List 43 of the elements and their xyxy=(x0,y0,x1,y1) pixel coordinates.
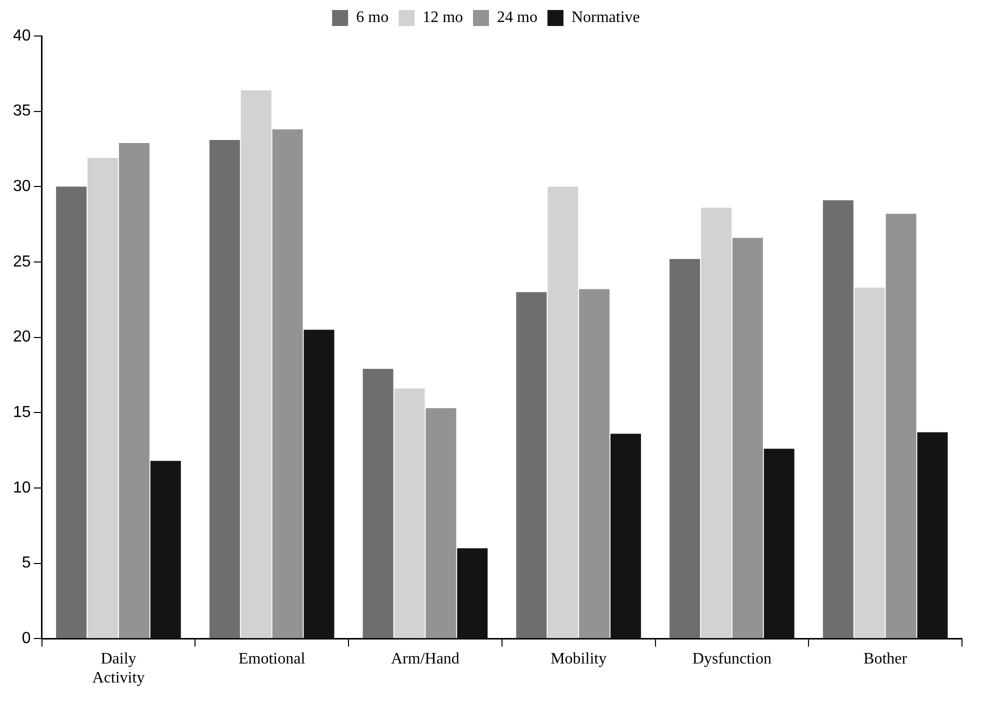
y-tick-label: 25 xyxy=(13,253,31,270)
legend-label: 12 mo xyxy=(422,9,464,26)
y-tick-label: 20 xyxy=(13,328,31,346)
bar xyxy=(362,368,394,638)
x-tick-label: Arm/Hand xyxy=(390,650,460,668)
y-tick-label: 5 xyxy=(22,554,31,572)
bar xyxy=(700,208,732,638)
bar xyxy=(240,90,272,638)
bar xyxy=(579,289,610,638)
y-tick-label: 15 xyxy=(13,404,31,422)
legend-label: 24 mo xyxy=(497,9,538,26)
bar xyxy=(886,214,916,638)
bar xyxy=(822,200,854,638)
bar xyxy=(610,434,641,638)
bar xyxy=(732,238,763,638)
bar xyxy=(88,158,118,638)
bar xyxy=(304,330,334,638)
bar xyxy=(854,288,885,638)
bar xyxy=(516,292,547,638)
bar xyxy=(670,258,700,638)
bar xyxy=(764,448,794,638)
legend-label: 6 mo xyxy=(356,9,389,26)
bar xyxy=(917,432,948,638)
legend-label: Normative xyxy=(571,9,640,26)
x-tick-label: Daily Activity xyxy=(92,650,145,687)
y-tick-label: 35 xyxy=(13,102,31,120)
bar xyxy=(272,129,303,638)
x-tick-label: Dysfunction xyxy=(692,650,772,668)
x-tick-label: Mobility xyxy=(550,650,607,668)
bar xyxy=(209,140,240,638)
x-tick-label: Emotional xyxy=(238,650,306,668)
bar xyxy=(56,186,87,638)
bar xyxy=(457,548,488,638)
y-tick-label: 0 xyxy=(22,630,31,648)
bar xyxy=(150,460,181,638)
x-tick-label: Bother xyxy=(864,650,908,668)
bar xyxy=(118,142,150,638)
y-tick-label: 30 xyxy=(13,178,31,196)
bar xyxy=(394,388,425,638)
y-tick-label: 40 xyxy=(13,27,31,44)
y-tick-label: 10 xyxy=(13,479,31,496)
bar xyxy=(426,408,456,638)
bar xyxy=(548,186,578,638)
